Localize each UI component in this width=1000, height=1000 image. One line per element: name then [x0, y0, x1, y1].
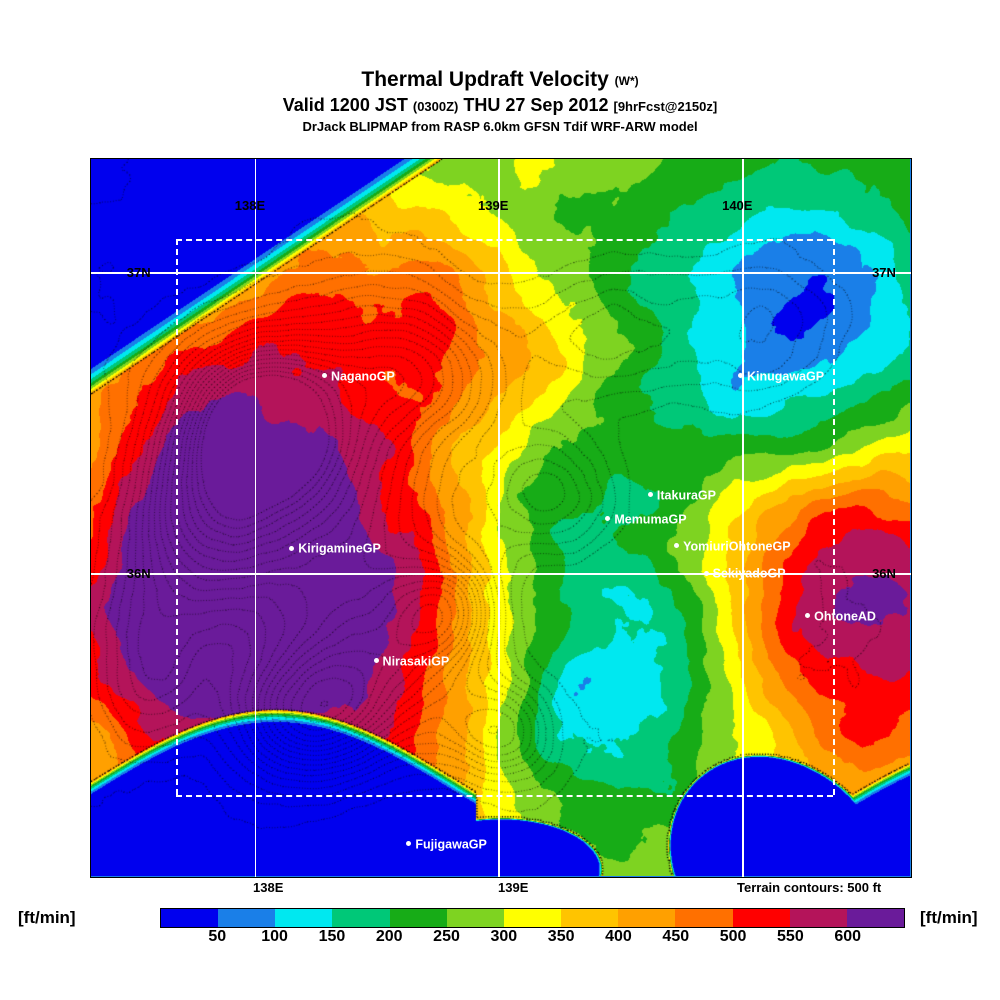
site-marker-OhtoneAD[interactable]: OhtoneAD: [805, 610, 876, 623]
x-axis-label-139e: 139E: [498, 880, 529, 895]
subtitle-forecast-tag: [9hrFcst@2150z]: [613, 99, 718, 114]
site-label: SekiyadoGP: [712, 567, 786, 582]
colorbar-tick-600: 600: [834, 928, 862, 945]
site-label: KinugawaGP: [747, 369, 825, 384]
site-label: ItakuraGP: [656, 488, 716, 503]
site-marker-KinugawaGP[interactable]: KinugawaGP: [738, 370, 824, 383]
colorbar-tick-450: 450: [662, 928, 690, 945]
site-dot-icon: [321, 373, 327, 379]
colorbar-segment-12: [846, 909, 905, 927]
colorbar-tick-250: 250: [433, 928, 460, 945]
graticule-parallel-0: [91, 272, 911, 274]
domain-box-right: [833, 239, 835, 795]
site-label: NaganoGP: [330, 369, 395, 384]
site-dot-icon: [406, 840, 412, 846]
map-lat-label-37N-0: 37N: [126, 265, 151, 281]
colorbar-tick-150: 150: [318, 928, 346, 945]
colorbar-tick-100: 100: [261, 928, 288, 945]
colorbar-tick-550: 550: [777, 928, 804, 945]
colorbar[interactable]: [160, 908, 905, 928]
subtitle-valid-time: Valid 1200 JST: [282, 95, 408, 115]
site-marker-YomiuriOhtoneGP[interactable]: YomiuriOhtoneGP: [674, 539, 791, 554]
colorbar-tick-labels: 50 100 150 200 250 300 350 400 450 500 550 600: [160, 928, 905, 950]
page-title: Thermal Updraft Velocity (W*): [0, 68, 1000, 94]
site-dot-icon: [647, 491, 653, 497]
colorbar-tick-200: 200: [375, 928, 403, 945]
colorbar-segment-10: [732, 909, 790, 927]
site-marker-NaganoGP[interactable]: NaganoGP: [321, 369, 395, 384]
graticule-meridian-0: [254, 159, 257, 877]
map-lon-label-139E-1: 139E: [478, 198, 509, 214]
site-dot-icon: [373, 658, 379, 664]
map-lat-label-36N-2: 36N: [126, 566, 151, 582]
page-title-superscript: (W*): [614, 74, 639, 88]
colorbar-tick-500: 500: [719, 928, 747, 945]
forecast-map[interactable]: 138E 139E 140E 37N 37N 36N 36N NaganoGP Kinugawa…: [90, 158, 912, 878]
page-title-text: Thermal Updraft Velocity: [361, 68, 609, 91]
site-marker-SekiyadoGP[interactable]: SekiyadoGP: [703, 567, 786, 582]
subtitle: Valid 1200 JST (0300Z) THU 27 Sep 2012 […: [0, 94, 1000, 118]
colorbar-segment-3: [332, 909, 390, 927]
title-block: Thermal Updraft Velocity (W*) Valid 1200…: [0, 68, 1000, 136]
colorbar-segment-9: [675, 909, 733, 927]
site-marker-KirigamineGP[interactable]: KirigamineGP: [289, 542, 381, 555]
colorbar-segment-1: [218, 909, 276, 927]
terrain-contour-note: Terrain contours: 500 ft: [737, 880, 882, 895]
site-label: OhtoneAD: [814, 609, 876, 624]
colorbar-segment-4: [389, 909, 447, 927]
map-lat-label-36N-3: 36N: [872, 566, 896, 582]
site-marker-MemumaGP[interactable]: MemumaGP: [605, 512, 687, 527]
site-dot-icon: [674, 543, 680, 549]
colorbar-segment-7: [561, 909, 619, 927]
site-dot-icon: [289, 545, 295, 551]
site-dot-icon: [703, 570, 709, 576]
colorbar-segment-6: [503, 909, 562, 927]
site-marker-NirasakiGP[interactable]: NirasakiGP: [373, 654, 450, 669]
graticule-meridian-1: [498, 159, 500, 877]
subtitle-date: THU 27 Sep 2012: [463, 95, 609, 115]
colorbar-segment-8: [618, 909, 676, 927]
colorbar-tick-50: 50: [208, 928, 227, 945]
map-lon-label-140E-2: 140E: [722, 198, 753, 214]
domain-box-bottom: [176, 794, 833, 797]
colorbar-unit-right: [ft/min]: [920, 908, 978, 927]
subtitle-zulu-time: (0300Z): [412, 99, 459, 114]
site-marker-FujigawaGP[interactable]: FujigawaGP: [406, 838, 487, 851]
graticule-parallel-1: [91, 573, 911, 575]
map-lat-label-37N-1: 37N: [872, 265, 896, 281]
thermal-updraft-raster: [91, 159, 910, 876]
site-label: FujigawaGP: [415, 837, 487, 852]
colorbar-segment-11: [789, 909, 847, 927]
colorbar-tick-350: 350: [547, 928, 575, 945]
site-dot-icon: [805, 612, 811, 618]
colorbar-segment-2: [275, 909, 333, 927]
site-marker-ItakuraGP[interactable]: ItakuraGP: [647, 488, 716, 503]
site-dot-icon: [605, 516, 611, 522]
colorbar-unit-left: [ft/min]: [18, 908, 76, 927]
domain-box-top: [176, 239, 833, 242]
site-label: MemumaGP: [614, 512, 687, 527]
site-label: NirasakiGP: [382, 654, 450, 669]
model-source-line: DrJack BLIPMAP from RASP 6.0km GFSN Tdif…: [302, 119, 698, 134]
colorbar-tick-400: 400: [605, 928, 632, 945]
colorbar-segment-0: [161, 909, 219, 927]
site-label: KirigamineGP: [298, 542, 381, 557]
colorbar-segment-5: [446, 909, 504, 927]
domain-box-left: [176, 239, 179, 795]
map-lon-label-138E-0: 138E: [234, 198, 266, 214]
x-axis-label-138e: 138E: [253, 880, 284, 895]
colorbar-tick-300: 300: [490, 928, 518, 945]
site-label: YomiuriOhtoneGP: [683, 539, 791, 554]
graticule-meridian-2: [742, 159, 744, 877]
site-dot-icon: [738, 373, 743, 379]
